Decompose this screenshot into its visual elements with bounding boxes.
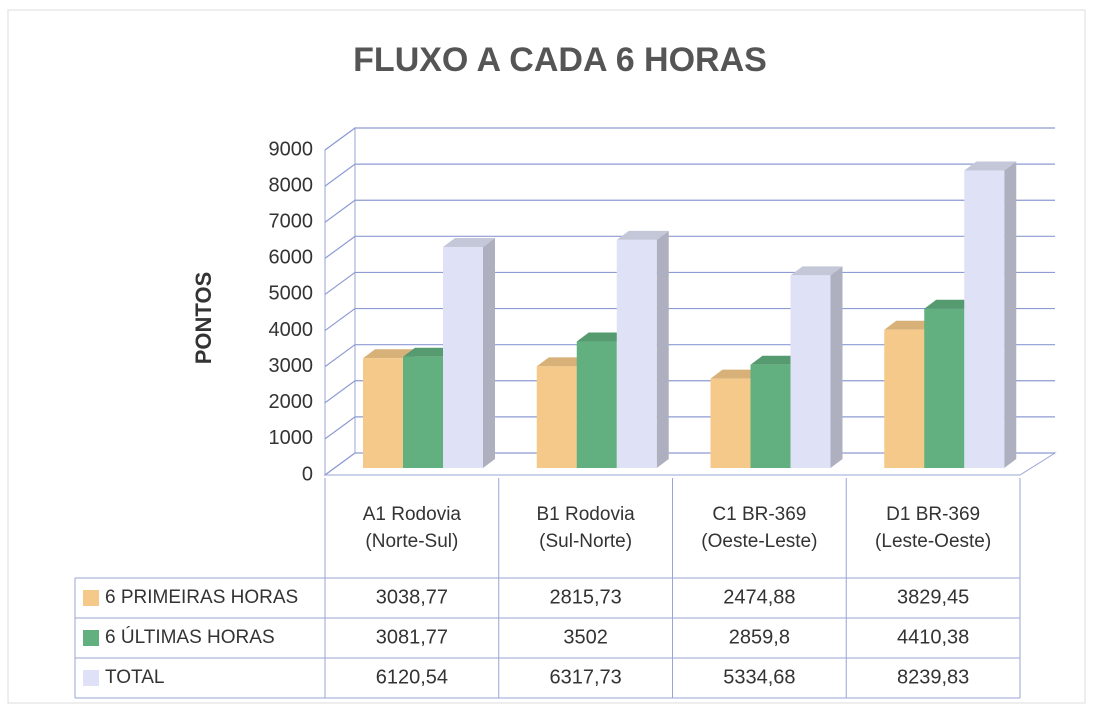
table-value: 3502 — [563, 626, 608, 648]
bar-side — [656, 230, 669, 468]
legend-label: 6 ÚLTIMAS HORAS — [105, 626, 275, 648]
bar-top — [616, 230, 669, 240]
bar-front — [403, 356, 443, 468]
bar-front — [884, 329, 925, 468]
category-label: C1 BR-369 (Oeste-Leste) — [701, 504, 818, 552]
bar-side — [1004, 161, 1017, 469]
bar-top — [750, 355, 803, 365]
category-label: D1 BR-369 (Leste-Oeste) — [875, 504, 992, 552]
chart-title: FLUXO A CADA 6 HORAS — [353, 41, 767, 79]
bar-top — [790, 266, 843, 276]
y-tick-label: 2000 — [269, 391, 314, 413]
table-value: 8239,83 — [897, 666, 969, 688]
grid-line — [324, 163, 1055, 187]
bar-top — [443, 237, 495, 247]
bar-front — [710, 378, 751, 468]
legend-swatch — [83, 590, 99, 606]
y-tick-label: 8000 — [269, 174, 314, 196]
y-tick-label: 4000 — [269, 319, 314, 341]
y-tick-label: 7000 — [269, 211, 314, 233]
y-tick-label: 9000 — [269, 138, 314, 160]
legend-label: 6 PRIMEIRAS HORAS — [105, 587, 298, 608]
bar-side — [830, 266, 843, 468]
table-value: 4410,38 — [897, 626, 969, 648]
y-axis-label: PONTOS — [191, 272, 216, 365]
side-wall — [324, 127, 356, 476]
y-tick-label: 6000 — [269, 247, 314, 269]
category-label: A1 Rodovia (Norte-Sul) — [362, 504, 461, 552]
table-value: 3038,77 — [376, 586, 448, 608]
grid-line — [324, 199, 1055, 223]
table-value: 3829,45 — [897, 586, 969, 608]
bar-front — [363, 358, 403, 468]
bar — [616, 230, 669, 468]
bar — [964, 161, 1017, 469]
bar-side — [483, 237, 495, 468]
bar-top — [363, 349, 415, 359]
y-tick-label: 1000 — [269, 427, 314, 449]
bar — [443, 237, 495, 468]
grid-line — [324, 271, 1055, 295]
bar-top — [964, 161, 1017, 171]
bar-top — [403, 347, 455, 357]
table-value: 6120,54 — [376, 666, 448, 688]
y-tick-label: 3000 — [269, 355, 314, 377]
bar-top — [576, 332, 629, 342]
table-value: 5334,68 — [723, 666, 795, 688]
category-label: B1 Rodovia (Sul-Norte) — [536, 504, 635, 552]
legend-swatch — [83, 630, 99, 646]
bar-front — [443, 246, 483, 468]
bar-top — [924, 299, 977, 309]
table-value: 3081,77 — [376, 626, 448, 648]
bar-front — [616, 239, 657, 468]
bar-front — [750, 364, 791, 468]
table-value: 2474,88 — [723, 586, 795, 608]
table-value: 6317,73 — [549, 666, 621, 688]
table-value: 2859,8 — [729, 626, 790, 648]
grid-line — [324, 127, 1055, 151]
y-tick-label: 0 — [302, 463, 313, 485]
bar-front — [536, 366, 577, 468]
grid-line — [324, 235, 1055, 259]
legend-label: TOTAL — [105, 667, 164, 688]
bar-front — [790, 275, 831, 468]
bar-top — [536, 357, 589, 367]
table-value: 2815,73 — [549, 586, 621, 608]
bar-front — [964, 170, 1005, 469]
chart-border — [7, 9, 1086, 704]
bar-top — [884, 320, 937, 330]
bar — [790, 266, 843, 468]
bar-top — [710, 369, 763, 379]
bar-front — [924, 308, 965, 468]
y-tick-label: 5000 — [269, 283, 314, 305]
bar-front — [576, 341, 617, 468]
legend-swatch — [83, 670, 99, 686]
